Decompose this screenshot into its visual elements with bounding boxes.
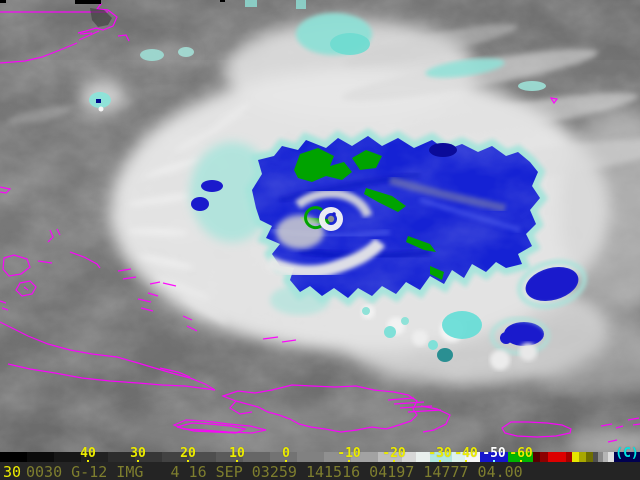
colorbar-segment <box>54 452 81 462</box>
colorbar-segment <box>533 452 540 462</box>
colorbar-segment <box>480 452 508 462</box>
colorbar-segment <box>0 452 27 462</box>
colorbar-segment <box>162 452 189 462</box>
colorbar-segment <box>81 452 108 462</box>
colorbar-segment <box>614 452 640 462</box>
scale-tick <box>236 460 238 463</box>
colorbar-segment <box>593 452 598 462</box>
scale-label: 10 <box>229 446 245 461</box>
scale-label: -50 <box>482 446 506 461</box>
scale-tick <box>439 460 441 463</box>
colorbar-segment <box>378 452 402 462</box>
scale-label: 0 <box>282 446 290 461</box>
colorbar-segment <box>108 452 135 462</box>
scale-label: (C) <box>615 446 639 461</box>
scale-label: -60 <box>509 446 533 461</box>
scale-label: 30 <box>130 446 146 461</box>
hurricane-eye-region <box>265 189 386 279</box>
colorbar-segment <box>402 452 416 462</box>
colorbar-segment <box>270 452 297 462</box>
status-bar: 30 0030 G-12 IMG 4 16 SEP 03259 141516 0… <box>0 462 640 480</box>
frame-number: 30 <box>3 463 22 480</box>
southern-convection <box>361 305 537 370</box>
colorbar-segment <box>27 452 54 462</box>
colorbar-segment <box>540 452 548 462</box>
scale-label: 40 <box>80 446 96 461</box>
northwest-cell <box>89 47 194 112</box>
colorbar-segment <box>598 452 603 462</box>
colorbar-segment <box>566 452 572 462</box>
colorbar-segment <box>603 452 608 462</box>
scale-label: -30 <box>428 446 452 461</box>
scale-tick <box>187 460 189 463</box>
colorbar-segment <box>465 452 480 462</box>
colorbar-segment <box>608 452 614 462</box>
scale-tick <box>493 460 495 463</box>
colorbar-segment <box>216 452 243 462</box>
scale-tick <box>348 460 350 463</box>
satellite-image <box>0 0 640 452</box>
image-edge-marks <box>0 0 225 27</box>
scale-label: 20 <box>180 446 196 461</box>
image-info-text: 0030 G-12 IMG 4 16 SEP 03259 141516 0419… <box>26 463 523 480</box>
scale-tick <box>520 460 522 463</box>
colorbar-segment <box>135 452 162 462</box>
scale-tick <box>393 460 395 463</box>
colorbar-segment <box>416 452 430 462</box>
colorbar-segment <box>579 452 586 462</box>
colorbar-segment <box>324 452 351 462</box>
scale-tick <box>465 460 467 463</box>
colorbar-segment <box>351 452 378 462</box>
scale-label: -10 <box>337 446 361 461</box>
scale-tick <box>137 460 139 463</box>
colorbar-segment <box>430 452 452 462</box>
scale-tick <box>87 460 89 463</box>
colorbar-segment <box>297 452 324 462</box>
colorbar-segment <box>586 452 593 462</box>
scale-label: -20 <box>382 446 406 461</box>
colorbar-segments <box>0 452 640 462</box>
scale-label: -40 <box>454 446 478 461</box>
colorbar-segment <box>508 452 533 462</box>
satellite-viewport[interactable] <box>0 0 640 452</box>
colorbar-segment <box>548 452 566 462</box>
colorbar-segment <box>189 452 216 462</box>
colorbar-segment <box>452 452 465 462</box>
scale-tick <box>285 460 287 463</box>
temperature-color-scale: 40 30 20 10 0 -10 -20 -30 -40 -50 -60 (C) <box>0 446 640 463</box>
colorbar-segment <box>243 452 270 462</box>
colorbar-segment <box>572 452 579 462</box>
